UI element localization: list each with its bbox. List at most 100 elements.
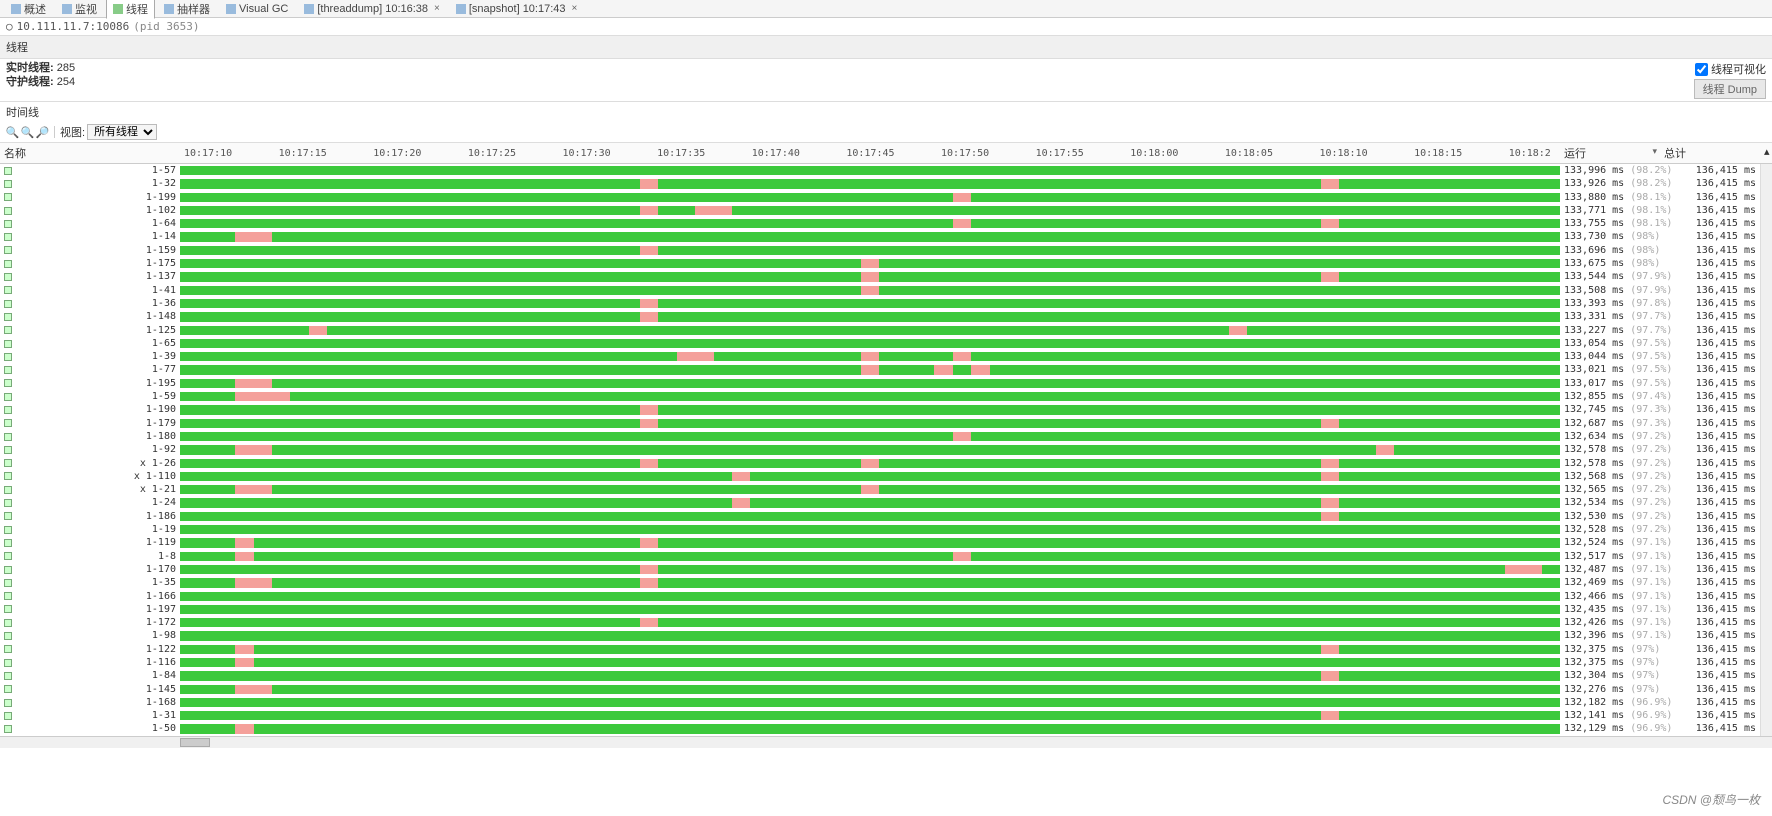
total-time: 136,415 ms	[1660, 669, 1760, 682]
tab-label: [snapshot] 10:17:43	[469, 3, 566, 15]
thread-name-cell[interactable]: 1-168	[0, 696, 180, 709]
thread-icon	[4, 632, 12, 640]
thread-name: 1-179	[146, 417, 176, 430]
horizontal-scrollbar[interactable]	[0, 736, 1772, 748]
thread-name-cell[interactable]: 1-98	[0, 629, 180, 642]
zoom-in-icon[interactable]: 🔍	[6, 126, 19, 139]
scroll-gutter	[1760, 310, 1772, 323]
thread-name-cell[interactable]: 1-77	[0, 363, 180, 376]
thread-name-cell[interactable]: 1-190	[0, 403, 180, 416]
col-running[interactable]: 运行▾	[1560, 143, 1660, 164]
view-select[interactable]: 所有线程	[87, 124, 157, 140]
zoom-out-icon[interactable]: 🔍	[21, 126, 34, 139]
tab-snapshot[interactable]: [snapshot] 10:17:43 ×	[449, 1, 584, 17]
thread-icon	[4, 207, 12, 215]
tab-gc[interactable]: Visual GC	[219, 1, 295, 17]
thread-timeline	[180, 191, 1560, 204]
thread-name-cell[interactable]: 1-195	[0, 377, 180, 390]
thread-name-cell[interactable]: 1-102	[0, 204, 180, 217]
thread-name-cell[interactable]: 1-8	[0, 550, 180, 563]
blocked-segment	[1321, 671, 1339, 680]
thread-timeline	[180, 177, 1560, 190]
thread-name-cell[interactable]: 1-180	[0, 430, 180, 443]
total-time: 136,415 ms	[1660, 350, 1760, 363]
thread-name-cell[interactable]: 1-14	[0, 230, 180, 243]
scroll-thumb[interactable]	[180, 738, 210, 747]
thread-name: 1-36	[152, 297, 176, 310]
thread-name-cell[interactable]: 1-31	[0, 709, 180, 722]
thread-name-cell[interactable]: 1-197	[0, 603, 180, 616]
thread-name-cell[interactable]: x 1-110	[0, 470, 180, 483]
tab-sampler[interactable]: 抽样器	[157, 0, 217, 19]
thread-name-cell[interactable]: x 1-21	[0, 483, 180, 496]
thread-icon	[4, 379, 12, 387]
running-time: 132,435 ms (97.1%)	[1560, 603, 1660, 616]
thread-timeline	[180, 722, 1560, 735]
thread-name-cell[interactable]: 1-119	[0, 536, 180, 549]
thread-name-cell[interactable]: 1-32	[0, 177, 180, 190]
thread-name-cell[interactable]: 1-186	[0, 510, 180, 523]
running-time: 133,044 ms (97.5%)	[1560, 350, 1660, 363]
thread-name-cell[interactable]: 1-64	[0, 217, 180, 230]
thread-name-cell[interactable]: 1-137	[0, 270, 180, 283]
col-name[interactable]: 名称	[0, 143, 180, 164]
thread-name-cell[interactable]: 1-116	[0, 656, 180, 669]
thread-name: 1-137	[146, 270, 176, 283]
total-time: 136,415 ms	[1660, 337, 1760, 350]
thread-name-cell[interactable]: 1-179	[0, 417, 180, 430]
visualization-checkbox[interactable]: 线程可视化	[1695, 61, 1766, 77]
thread-icon	[4, 366, 12, 374]
thread-name-cell[interactable]: 1-50	[0, 722, 180, 735]
tab-overview[interactable]: 概述	[4, 0, 53, 19]
thread-timeline	[180, 337, 1560, 350]
thread-name-cell[interactable]: 1-24	[0, 496, 180, 509]
process-host: 10.111.11.7:10086	[17, 20, 130, 33]
col-total[interactable]: 总计	[1660, 143, 1760, 164]
zoom-fit-icon[interactable]: 🔎	[36, 126, 49, 139]
thread-name: 1-102	[146, 204, 176, 217]
close-icon[interactable]: ×	[572, 3, 578, 14]
thread-name: 1-64	[152, 217, 176, 230]
total-time: 136,415 ms	[1660, 230, 1760, 243]
thread-name-cell[interactable]: 1-148	[0, 310, 180, 323]
thread-name-cell[interactable]: 1-199	[0, 191, 180, 204]
thread-name-cell[interactable]: 1-145	[0, 683, 180, 696]
thread-icon	[4, 419, 12, 427]
thread-name-cell[interactable]: 1-57	[0, 164, 180, 177]
thread-name-cell[interactable]: 1-65	[0, 337, 180, 350]
thread-name-cell[interactable]: 1-172	[0, 616, 180, 629]
thread-name-cell[interactable]: 1-166	[0, 590, 180, 603]
thread-name-cell[interactable]: 1-84	[0, 669, 180, 682]
thread-name-cell[interactable]: 1-36	[0, 297, 180, 310]
thread-name-cell[interactable]: 1-170	[0, 563, 180, 576]
tab-dump[interactable]: [threaddump] 10:16:38×	[297, 1, 447, 17]
overview-icon	[11, 4, 21, 14]
thread-icon	[4, 472, 12, 480]
thread-rows[interactable]: 1-57133,996 ms (98.2%)136,415 ms1-32133,…	[0, 164, 1772, 736]
thread-name: 1-195	[146, 377, 176, 390]
blocked-segment	[1321, 219, 1339, 228]
thread-name-cell[interactable]: 1-59	[0, 390, 180, 403]
total-time: 136,415 ms	[1660, 483, 1760, 496]
thread-name-cell[interactable]: 1-125	[0, 324, 180, 337]
tab-threads[interactable]: 线程	[106, 0, 155, 19]
scroll-gutter	[1760, 563, 1772, 576]
thread-name-cell[interactable]: 1-19	[0, 523, 180, 536]
thread-name-cell[interactable]: 1-92	[0, 443, 180, 456]
thread-icon	[4, 167, 12, 175]
thread-name-cell[interactable]: 1-39	[0, 350, 180, 363]
close-icon[interactable]: ×	[434, 3, 440, 14]
thread-name-cell[interactable]: 1-122	[0, 643, 180, 656]
thread-name-cell[interactable]: 1-159	[0, 244, 180, 257]
total-time: 136,415 ms	[1660, 390, 1760, 403]
thread-dump-button[interactable]: 线程 Dump	[1694, 79, 1766, 99]
scroll-gutter	[1760, 496, 1772, 509]
thread-name-cell[interactable]: 1-175	[0, 257, 180, 270]
tab-monitor[interactable]: 监视	[55, 0, 104, 19]
scroll-gutter	[1760, 523, 1772, 536]
thread-name-cell[interactable]: x 1-26	[0, 457, 180, 470]
thread-name-cell[interactable]: 1-35	[0, 576, 180, 589]
total-time: 136,415 ms	[1660, 696, 1760, 709]
blocked-segment	[640, 206, 658, 215]
thread-name-cell[interactable]: 1-41	[0, 284, 180, 297]
